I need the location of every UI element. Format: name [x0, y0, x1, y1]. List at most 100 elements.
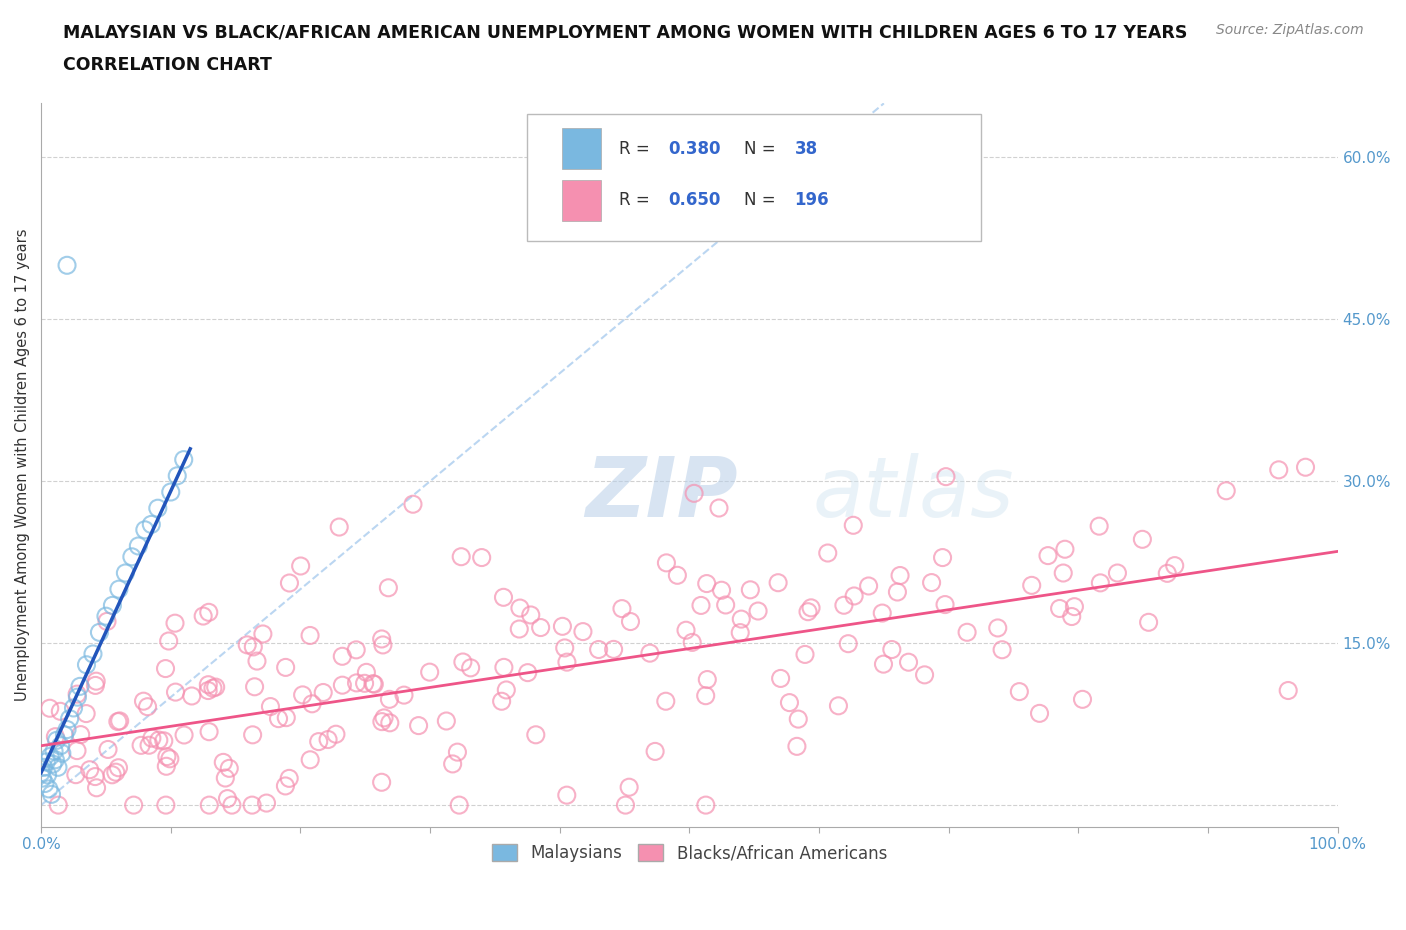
Point — [136, 699, 159, 714]
Point — [786, 739, 808, 754]
Point — [66, 686, 89, 701]
Point — [246, 654, 269, 669]
Text: Source: ZipAtlas.com: Source: ZipAtlas.com — [1216, 23, 1364, 37]
Point — [299, 628, 322, 643]
Point — [889, 568, 911, 583]
Point — [740, 582, 762, 597]
Point — [31, 771, 53, 786]
Point — [858, 578, 880, 593]
Text: MALAYSIAN VS BLACK/AFRICAN AMERICAN UNEMPLOYMENT AMONG WOMEN WITH CHILDREN AGES : MALAYSIAN VS BLACK/AFRICAN AMERICAN UNEM… — [63, 23, 1188, 41]
Point — [69, 727, 91, 742]
Point — [146, 500, 169, 515]
Point — [460, 660, 482, 675]
Point — [325, 726, 347, 741]
Point — [696, 577, 718, 591]
Point — [45, 733, 67, 748]
Point — [956, 625, 979, 640]
Point — [212, 755, 235, 770]
Point — [152, 734, 174, 749]
Point — [842, 589, 865, 604]
Point — [173, 727, 195, 742]
Point — [69, 679, 91, 694]
Point — [155, 661, 177, 676]
Point — [75, 706, 97, 721]
Point — [276, 711, 298, 725]
Point — [278, 576, 301, 591]
Point — [931, 551, 953, 565]
Text: R =: R = — [620, 192, 655, 209]
Point — [794, 647, 817, 662]
Point — [934, 597, 956, 612]
Point — [551, 618, 574, 633]
Point — [197, 684, 219, 698]
Point — [655, 694, 678, 709]
Point — [108, 713, 131, 728]
Point — [1277, 683, 1299, 698]
Point — [441, 756, 464, 771]
Point — [37, 767, 59, 782]
Point — [180, 688, 202, 703]
Point — [236, 637, 259, 652]
Point — [492, 660, 515, 675]
Point — [1090, 576, 1112, 591]
Point — [94, 609, 117, 624]
Point — [56, 258, 79, 272]
Point — [49, 738, 72, 753]
Point — [361, 676, 384, 691]
Point — [495, 683, 517, 698]
Point — [76, 658, 98, 672]
Point — [1036, 548, 1059, 563]
Point — [82, 646, 104, 661]
Point — [800, 601, 823, 616]
Point — [987, 620, 1010, 635]
Point — [886, 585, 908, 600]
Point — [827, 698, 849, 713]
Point — [378, 692, 401, 707]
Point — [316, 732, 339, 747]
Point — [695, 798, 717, 813]
Point — [530, 620, 553, 635]
Point — [166, 469, 188, 484]
Point — [141, 517, 163, 532]
Point — [921, 575, 943, 590]
Point — [274, 660, 297, 675]
Point — [332, 678, 354, 693]
Point — [491, 694, 513, 709]
Point — [86, 780, 108, 795]
Point — [165, 684, 187, 699]
Point — [122, 798, 145, 813]
Point — [1088, 519, 1111, 534]
Point — [1215, 484, 1237, 498]
Point — [30, 765, 52, 780]
Point — [198, 724, 221, 739]
Point — [101, 598, 124, 613]
Point — [1063, 599, 1085, 614]
Point — [101, 767, 124, 782]
Point — [41, 787, 63, 802]
Point — [377, 580, 399, 595]
Point — [197, 604, 219, 619]
Point — [434, 713, 457, 728]
Point — [107, 761, 129, 776]
Point — [681, 635, 703, 650]
Point — [46, 798, 69, 813]
Point — [451, 655, 474, 670]
Point — [114, 565, 136, 580]
Point — [141, 731, 163, 746]
Text: atlas: atlas — [813, 454, 1014, 535]
Point — [666, 568, 689, 583]
Point — [707, 500, 730, 515]
Point — [1132, 532, 1154, 547]
Point — [214, 771, 236, 786]
Point — [328, 520, 350, 535]
Point — [353, 676, 375, 691]
Point — [1028, 706, 1050, 721]
Point — [107, 714, 129, 729]
Text: 38: 38 — [794, 140, 817, 157]
Point — [644, 744, 666, 759]
FancyBboxPatch shape — [562, 128, 602, 169]
Point — [1049, 601, 1071, 616]
Point — [610, 601, 633, 616]
Point — [619, 614, 641, 629]
Point — [370, 631, 392, 646]
